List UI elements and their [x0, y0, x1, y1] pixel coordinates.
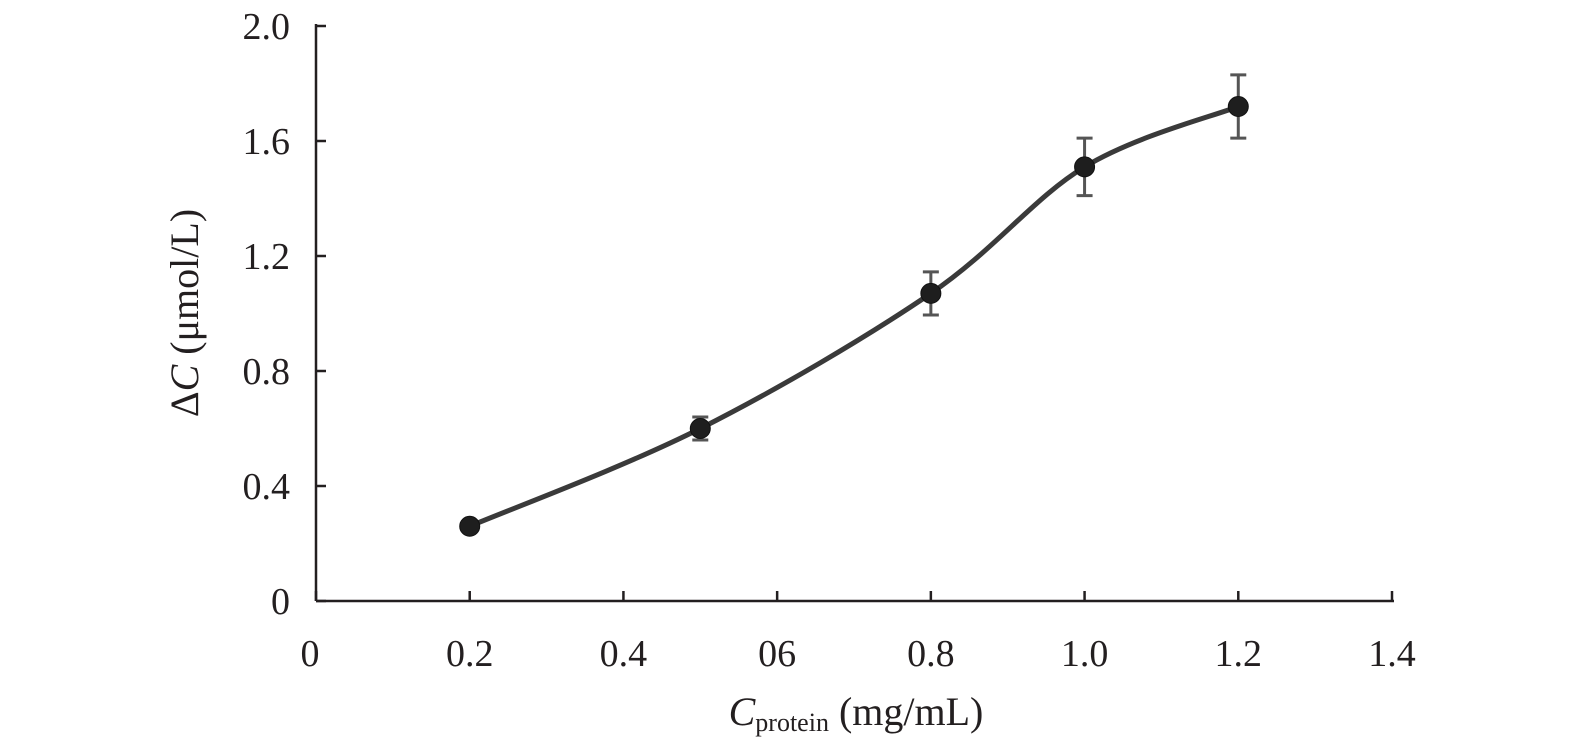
y-tick-label: 1.2: [243, 236, 291, 278]
series: [459, 73, 1249, 537]
x-tick-label: 0.8: [907, 633, 955, 675]
y-tick-label: 2.0: [243, 6, 291, 48]
x-tick-label: 06: [758, 633, 796, 675]
x-tick-label: 0: [301, 633, 320, 675]
series-line: [468, 104, 1240, 529]
y-tick-label: 0: [271, 581, 290, 623]
data-point: [1227, 96, 1249, 117]
x-tick-label: 1.2: [1215, 633, 1263, 675]
axes: [314, 24, 1394, 603]
x-axis-label: Cprotein (mg/mL): [729, 689, 984, 737]
data-point: [1074, 156, 1096, 178]
x-tick-label: 0.4: [600, 633, 648, 675]
y-tick-label: 0.8: [243, 351, 291, 393]
x-ticks: 0 0.2 0.4 06 0.8 1.0 1.2 1.4: [301, 591, 1416, 675]
data-point: [920, 282, 942, 304]
x-tick-label: 1.4: [1368, 633, 1416, 675]
data-point: [459, 515, 481, 537]
y-axis-label: ΔC (μmol/L): [162, 209, 207, 417]
x-tick-label: 1.0: [1061, 633, 1109, 675]
y-tick-label: 1.6: [243, 121, 291, 163]
data-point: [689, 418, 711, 439]
y-ticks: 0 0.4 0.8 1.2 1.6 2.0: [243, 6, 326, 623]
x-tick-label: 0.2: [446, 633, 494, 675]
y-tick-label: 0.4: [243, 466, 291, 508]
